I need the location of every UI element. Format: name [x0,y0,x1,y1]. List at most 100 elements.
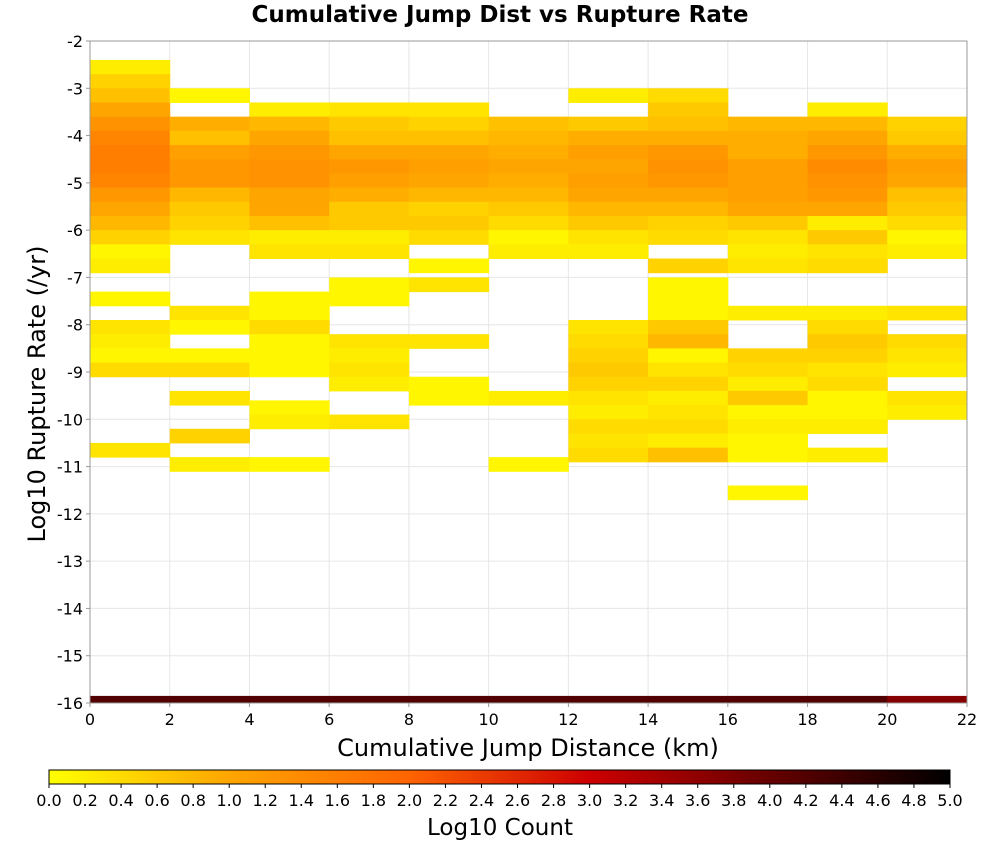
heatmap-cell [807,173,888,189]
heatmap-cell [408,173,490,189]
y-tick-label: -15 [57,647,83,666]
heatmap-cell [887,334,968,349]
heatmap-cell [90,244,171,260]
heatmap-cell-bottom [488,695,569,703]
colorbar-tick-label: 1.0 [216,791,241,810]
heatmap-cell [568,348,649,364]
x-axis-ticks: 0 2 4 6 8 10 12 14 16 18 20 22 [85,703,977,729]
heatmap-cell [488,457,569,472]
heatmap-cell [249,414,330,430]
x-tick-label: 2 [165,710,175,729]
heatmap-cell [488,230,569,245]
y-tick-label: -6 [67,221,83,240]
heatmap-cells [90,59,968,703]
heatmap-cell [648,230,729,245]
heatmap-cell [648,102,729,118]
heatmap-cell [727,116,809,132]
heatmap-cell [249,173,330,189]
heatmap-cell [169,230,250,245]
heatmap-cell [408,201,490,217]
heatmap-cell [887,244,968,260]
heatmap-cell [90,291,171,307]
colorbar-tick-label: 2.8 [541,791,566,810]
heatmap-cell [568,201,649,217]
heatmap-cell [648,305,729,321]
heatmap-cell [648,187,729,203]
heatmap-cell [90,215,171,231]
heatmap-cell [329,376,410,392]
heatmap-cell [329,187,410,203]
heatmap-cell [249,102,330,118]
heatmap-cell [887,390,968,406]
heatmap-cell [807,244,888,260]
heatmap-cell [90,88,171,103]
heatmap-cell [807,130,888,146]
heatmap-cell [568,433,649,449]
colorbar-tick-label: 5.0 [937,791,962,810]
colorbar-tick-label: 1.8 [361,791,386,810]
heatmap-cell [648,419,729,434]
y-tick-label: -7 [67,268,83,287]
heatmap-cell [249,130,330,146]
x-tick-label: 20 [877,710,897,729]
heatmap-cell [169,201,250,217]
heatmap-cell [648,159,729,174]
heatmap-cell [408,159,490,174]
heatmap-cell [169,428,250,444]
heatmap-cell [408,258,490,274]
heatmap-cell [568,145,649,160]
y-tick-label: -13 [57,552,83,571]
heatmap-cell [568,173,649,189]
heatmap-cell [488,130,569,146]
heatmap-cell [727,376,809,392]
heatmap-cell [727,201,809,217]
heatmap-cell [568,130,649,146]
heatmap-cell [169,348,250,364]
heatmap-cell [568,376,649,392]
heatmap-cell [648,362,729,378]
heatmap-cell [887,362,968,378]
heatmap-cell [648,173,729,189]
heatmap-cell [169,187,250,203]
heatmap-cell [90,102,171,118]
colorbar-tick-label: 3.4 [649,791,674,810]
heatmap-cell [648,376,729,392]
heatmap-cell [807,334,888,349]
heatmap-cell [568,362,649,378]
heatmap-cell [249,145,330,160]
heatmap-cell [807,447,888,463]
heatmap-cell [169,390,250,406]
heatmap-cell [169,173,250,189]
heatmap-cell [568,116,649,132]
heatmap-cell [408,334,490,349]
heatmap-cell [568,230,649,245]
heatmap-cell [249,348,330,364]
chart-title: Cumulative Jump Dist vs Rupture Rate [251,2,749,28]
heatmap-cell [887,173,968,189]
heatmap-cell-bottom [90,695,171,703]
colorbar-tick-label: 0.6 [144,791,169,810]
heatmap-cell-bottom [249,695,330,703]
y-tick-label: -5 [67,174,83,193]
heatmap-cell [408,230,490,245]
heatmap-cell [648,145,729,160]
heatmap-cell [727,405,809,420]
heatmap-cell [329,244,410,260]
heatmap-cell [90,145,171,160]
heatmap-cell [887,159,968,174]
heatmap-cell [169,88,250,103]
heatmap-cell [727,348,809,364]
heatmap-cell [169,116,250,132]
heatmap-cell [727,187,809,203]
heatmap-cell [648,405,729,420]
x-tick-label: 8 [404,710,414,729]
heatmap-cell-bottom [329,695,410,703]
heatmap-cell-bottom [887,695,968,703]
heatmap-cell [249,230,330,245]
colorbar-tick-label: 4.2 [793,791,818,810]
heatmap-cell [727,305,809,321]
colorbar-tick-label: 0.2 [72,791,97,810]
y-axis-ticks: -2 -3 -4 -5 -6 -7 -8 -9 -10 -11 -12 -13 -14 -15 -16 [57,32,90,713]
heatmap-cell [488,201,569,217]
colorbar-label: Log10 Count [427,815,573,841]
